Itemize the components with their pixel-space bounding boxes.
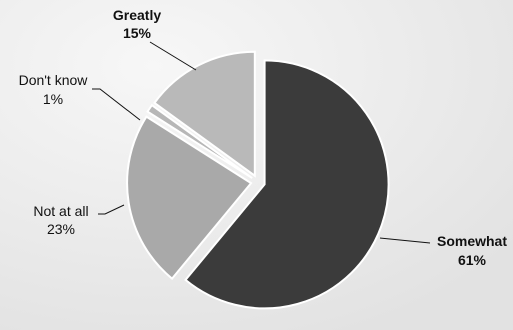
label-greatly-value: 15% — [123, 25, 152, 41]
label-dont-know: Don't know 1% — [19, 72, 89, 107]
label-greatly-name: Greatly — [113, 7, 161, 23]
pie-slice-greatly — [153, 50, 256, 178]
label-dont-know-value: 1% — [43, 91, 63, 107]
label-somewhat: Somewhat 61% — [437, 233, 507, 268]
label-somewhat-name: Somewhat — [437, 233, 507, 249]
label-not-at-all-name: Not at all — [33, 203, 88, 219]
pie-slice-somewhat — [184, 59, 390, 310]
pie-slices — [126, 50, 390, 310]
pie-slice-don-t-know — [146, 103, 253, 179]
label-greatly: Greatly 15% — [113, 7, 161, 41]
leader-line-not-at-all — [98, 204, 125, 215]
leader-line-greatly — [149, 41, 197, 71]
leader-lines — [92, 41, 431, 244]
label-not-at-all-value: 23% — [47, 221, 75, 237]
label-not-at-all: Not at all 23% — [33, 203, 88, 237]
label-dont-know-name: Don't know — [19, 72, 89, 88]
leader-line-somewhat — [379, 237, 431, 244]
leader-line-don-t-know — [92, 88, 141, 121]
label-somewhat-value: 61% — [458, 252, 487, 268]
pie-slice-not-at-all — [126, 115, 253, 281]
